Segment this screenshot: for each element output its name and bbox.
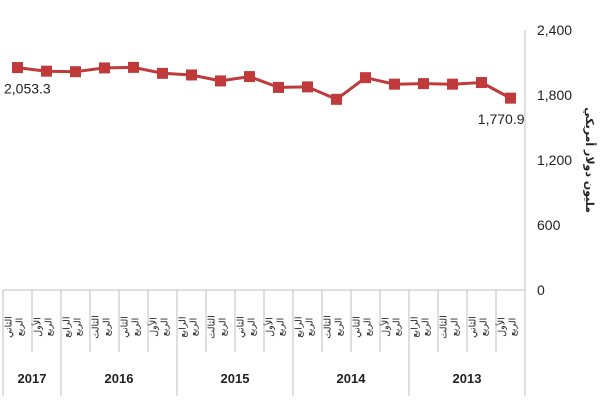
x-tick-label: الربع [276,318,287,336]
data-point [273,81,284,93]
x-tick-label: الربع [247,318,258,336]
x-tick-label: الثاني [236,316,247,338]
x-tick-label: الرابع [294,316,305,337]
x-tick-label: الربع [73,318,84,336]
data-point [418,78,429,90]
x-tick-label: الرابع [178,316,189,337]
x-tick-label: الربع [160,318,171,336]
x-tick-label: الربع [421,318,432,336]
x-tick-label: الأول [148,317,160,337]
x-tick-label: الربع [15,318,26,336]
data-point [186,69,197,81]
year-label: 2015 [221,371,250,386]
x-tick-label: الربع [44,318,55,336]
year-label: 2013 [453,371,482,386]
x-tick-label: الثالث [439,315,450,339]
x-tick-label: الربع [508,318,519,336]
data-point [215,75,226,87]
x-tick-label: الربع [131,318,142,336]
y-tick-label: 600 [537,217,561,233]
data-label: 1,770.9 [478,111,525,127]
x-tick-label: الربع [218,318,229,336]
y-tick-label: 1,800 [537,87,572,103]
x-tick-label: الرابع [62,316,73,337]
x-tick-label: الربع [334,318,345,336]
data-point [157,67,168,79]
data-point [12,62,23,74]
x-tick-label: الربع [305,318,316,336]
x-tick-label: الأول [380,317,392,337]
x-tick-label: الثاني [352,316,363,338]
data-point [99,62,110,74]
x-tick-label: الربع [392,318,403,336]
data-point [360,72,371,84]
x-tick-label: الثالث [323,315,334,339]
data-point [331,93,342,105]
series-line [17,65,512,101]
x-tick-label: الربع [363,318,374,336]
year-label: 2017 [18,371,47,386]
x-tick-label: الأول [32,317,44,337]
data-point [476,77,487,89]
x-tick-label: الأول [496,317,508,337]
data-label: 2,053.3 [4,81,51,97]
y-axis-title: مليون دولار أمريكي [583,107,597,213]
data-point [505,92,516,104]
year-label: 2016 [105,371,134,386]
x-tick-label: الربع [102,318,113,336]
data-point [244,71,255,83]
x-tick-label: الربع [479,318,490,336]
data-point [302,81,313,93]
x-tick-label: الرابع [410,316,421,337]
x-tick-label: الثاني [4,316,15,338]
x-tick-label: الربع [189,318,200,336]
x-tick-label: الثالث [91,315,102,339]
data-point [41,65,52,77]
data-point [447,78,458,90]
x-tick-label: الثاني [468,316,479,338]
x-tick-label: الربع [450,318,461,336]
year-label: 2014 [337,371,367,386]
data-point [70,66,81,78]
x-tick-label: الثالث [207,315,218,339]
y-tick-label: 1,200 [537,152,572,168]
data-point [389,78,400,90]
x-tick-label: الأول [264,317,276,337]
data-point [128,61,139,73]
y-tick-label: 0 [537,282,545,298]
x-tick-label: الثاني [120,316,131,338]
y-tick-label: 2,400 [537,22,572,38]
